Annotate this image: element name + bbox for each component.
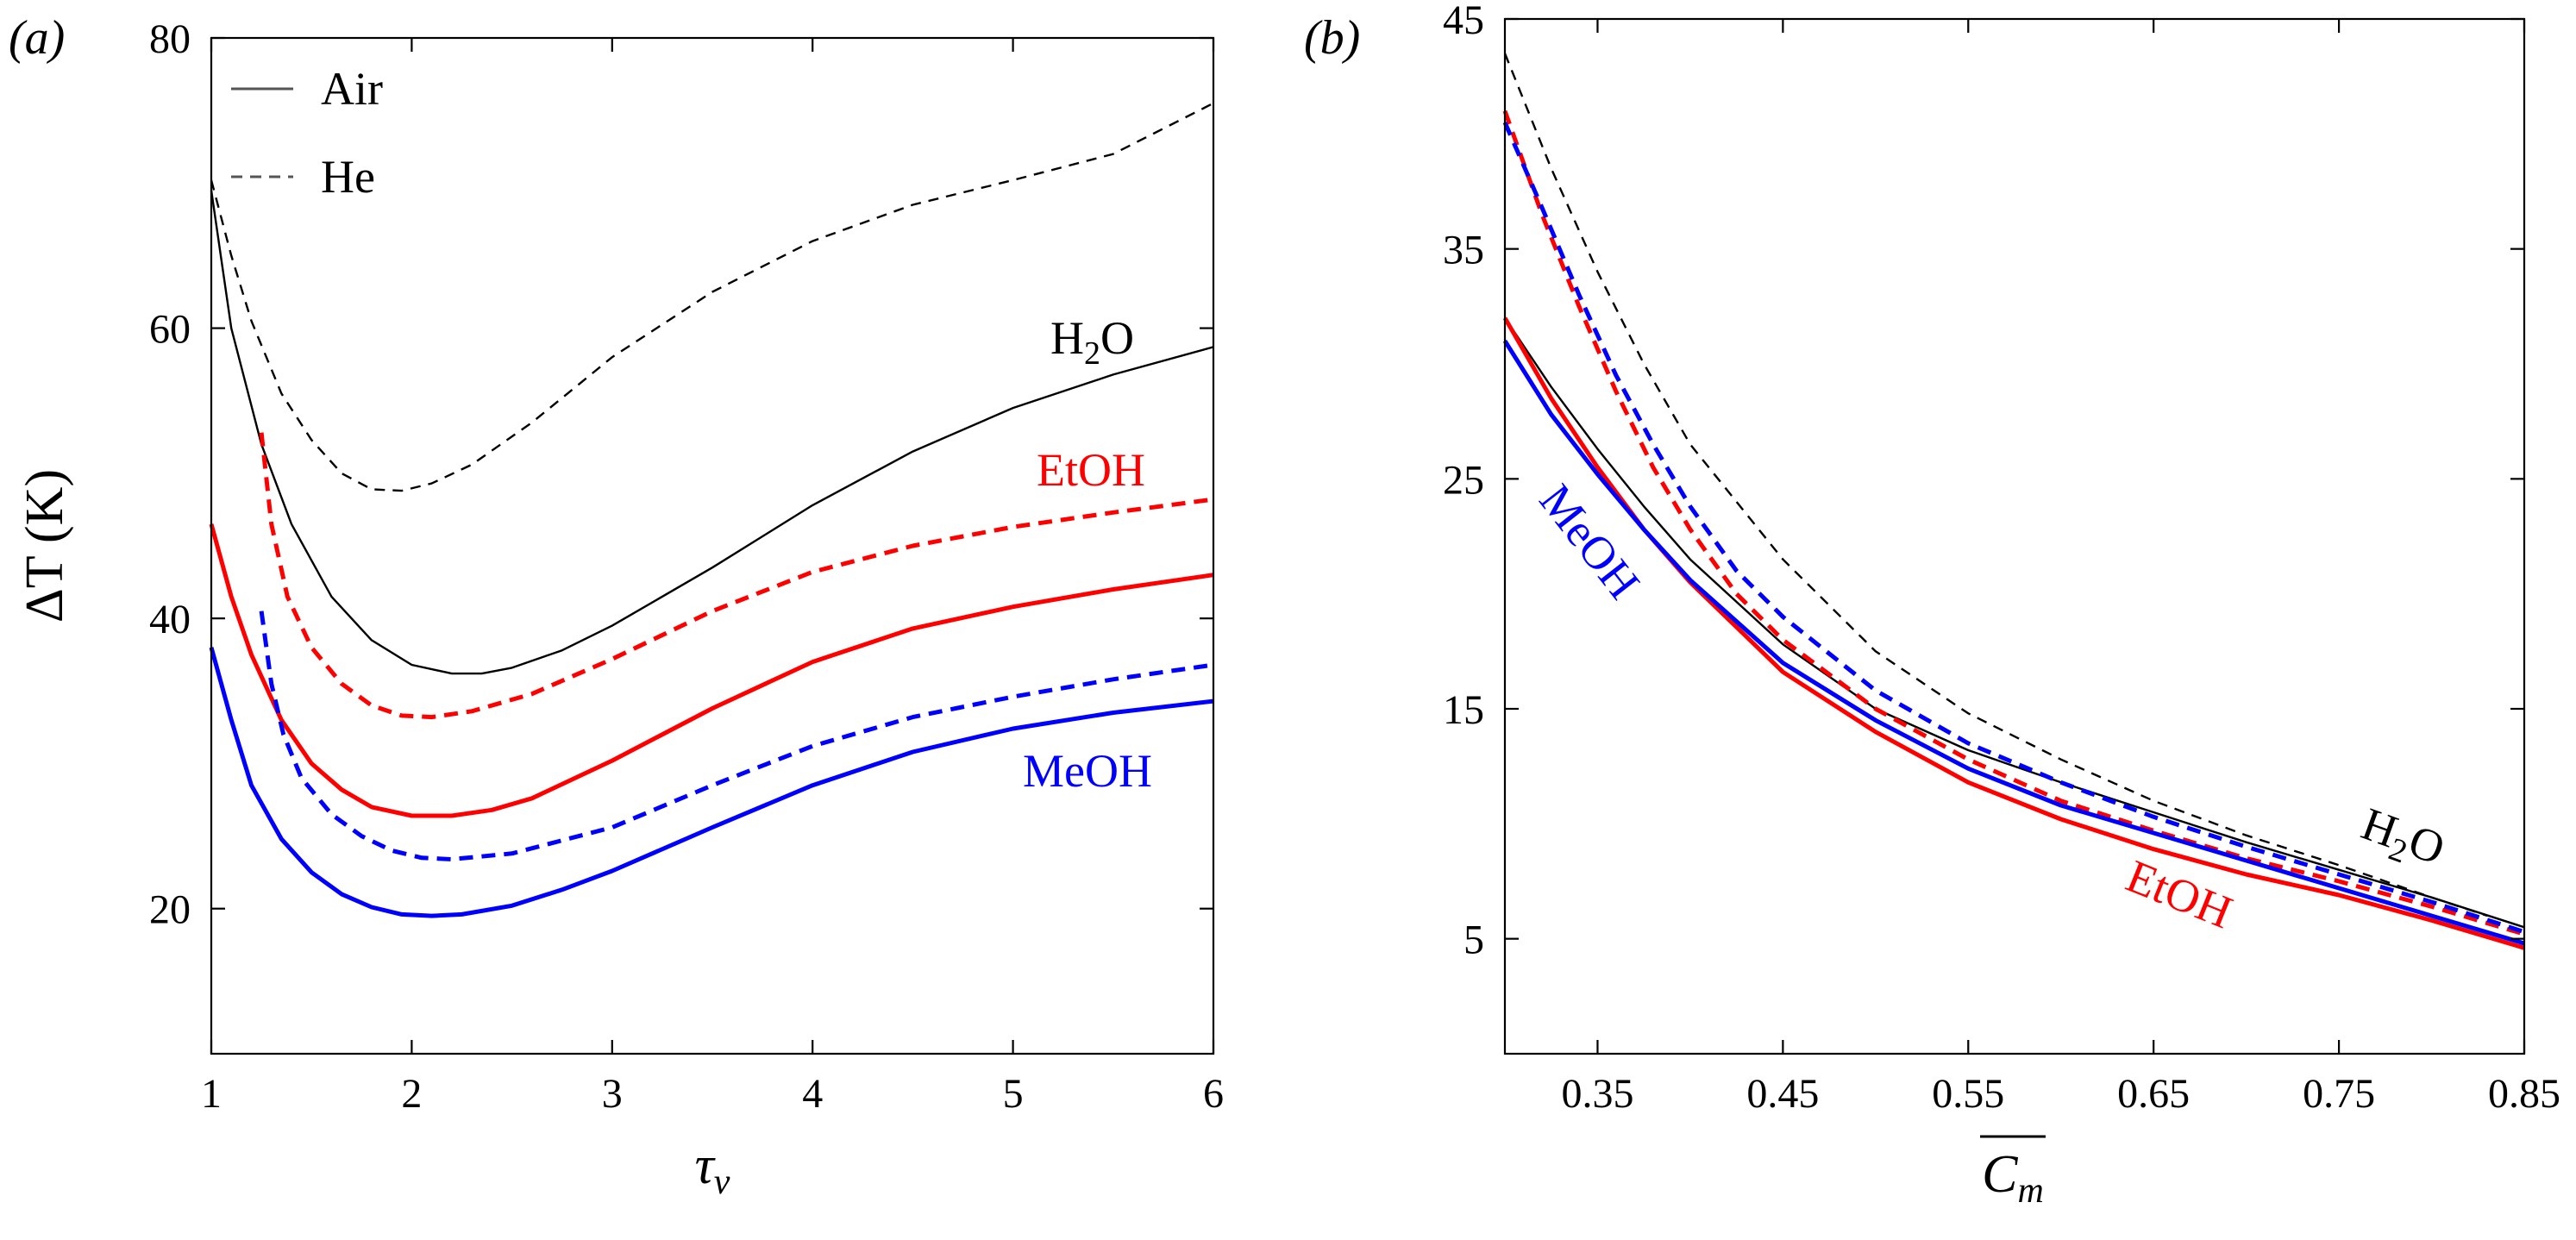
- y-tick-label: 5: [1463, 917, 1484, 963]
- panel-a-h2o-label-o: O: [1100, 312, 1134, 364]
- panel-a-ticks: 1 2 3 4 5 6 20 40 60 80: [149, 16, 1224, 1117]
- panel-a-legend: Air He: [231, 63, 383, 203]
- panel-a-x-axis-label: τν: [695, 1137, 730, 1202]
- panel-a-x-axis-label-main: τ: [695, 1137, 717, 1195]
- legend-air-label: Air: [321, 63, 383, 115]
- series-line-meoh-he: [1502, 122, 2525, 935]
- series-line-etoh-he: [259, 432, 1214, 720]
- panel-a-etoh-label: EtOH: [1037, 444, 1145, 496]
- x-tick-label: 0.85: [2488, 1071, 2560, 1117]
- panel-a-plot-frame: [210, 36, 1215, 1055]
- y-tick-label: 45: [1443, 0, 1484, 43]
- x-tick-label: 2: [401, 1071, 422, 1117]
- panel-b-h2o-label-o: O: [2402, 815, 2451, 875]
- y-tick-label: 35: [1443, 228, 1484, 273]
- x-tick-label: 6: [1203, 1071, 1224, 1117]
- x-tick-label: 0.45: [1746, 1071, 1819, 1117]
- y-tick-label: 15: [1443, 687, 1484, 733]
- panel-a-x-axis-label-sub: ν: [714, 1162, 730, 1202]
- y-tick-label: 60: [149, 307, 191, 353]
- y-tick-label: 80: [149, 16, 191, 62]
- x-tick-label: 3: [602, 1071, 623, 1117]
- panel-a-y-axis-label: ΔT (K): [16, 469, 74, 623]
- panel-b-x-axis-label-sub: m: [2018, 1171, 2044, 1211]
- panel-b: (b) 0.35 0.45 0.55 0.65 0.75 0.85 5 15 25 35 45 Cm…: [1304, 0, 2560, 1211]
- panel-b-etoh-label: EtOH: [2120, 849, 2240, 938]
- panel-b-x-axis-label: Cm: [1982, 1145, 2044, 1211]
- x-tick-label: 5: [1003, 1071, 1024, 1117]
- x-tick-label: 0.55: [1932, 1071, 2004, 1117]
- x-tick-label: 4: [802, 1071, 823, 1117]
- series-line-meoh-air: [1502, 339, 2525, 946]
- panel-a-h2o-label: H2O: [1050, 312, 1134, 372]
- x-tick-label: 1: [201, 1071, 222, 1117]
- panel-b-x-axis-label-main: C: [1982, 1145, 2018, 1204]
- series-line-h2o-air: [1504, 317, 2525, 929]
- panel-b-curves: [1502, 53, 2525, 950]
- panel-b-label: (b): [1304, 11, 1360, 65]
- series-line-meoh-he: [259, 611, 1214, 861]
- y-tick-label: 40: [149, 597, 191, 642]
- panel-a-label: (a): [9, 11, 65, 65]
- panel-b-h2o-label: H2O: [2353, 798, 2452, 882]
- legend-he-label: He: [321, 151, 375, 203]
- series-line-etoh-he: [1502, 110, 2525, 936]
- x-tick-label: 0.75: [2303, 1071, 2375, 1117]
- panel-a-h2o-label-sub: 2: [1084, 335, 1100, 372]
- panel-b-meoh-label: MeOH: [1530, 474, 1651, 608]
- x-tick-label: 0.35: [1561, 1071, 1633, 1117]
- panel-a-curves: [209, 102, 1214, 918]
- series-line-h2o-he: [210, 102, 1214, 492]
- panel-b-plot-frame: [1503, 17, 2526, 1055]
- series-line-h2o-he: [1503, 53, 2488, 917]
- panel-a-h2o-label-h: H: [1050, 312, 1084, 364]
- y-tick-label: 20: [149, 887, 191, 933]
- series-line-h2o-air: [210, 190, 1214, 675]
- y-tick-label: 25: [1443, 457, 1484, 503]
- panel-b-ticks: 0.35 0.45 0.55 0.65 0.75 0.85 5 15 25 35 45: [1443, 0, 2560, 1117]
- series-line-etoh-air: [1502, 316, 2525, 950]
- series-line-meoh-air: [209, 647, 1214, 918]
- panel-a-meoh-label: MeOH: [1023, 745, 1152, 797]
- x-tick-label: 0.65: [2117, 1071, 2190, 1117]
